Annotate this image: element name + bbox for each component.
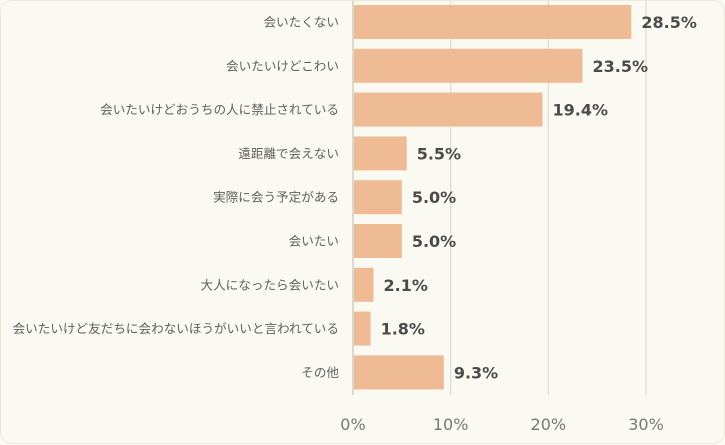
category-label: 会いたい: [289, 234, 339, 249]
value-label: 5.0%: [412, 188, 456, 207]
bar: [354, 48, 583, 83]
category-label: 大人になったら会いたい: [200, 277, 339, 292]
bar: [354, 355, 444, 390]
category-label: その他: [301, 365, 339, 380]
x-tick-label: 10%: [433, 415, 469, 434]
bar: [354, 92, 543, 127]
category-label: 会いたいけどおうちの人に禁止されている: [100, 102, 339, 117]
value-label: 23.5%: [593, 57, 649, 76]
category-label: 遠距離で会えない: [238, 146, 339, 161]
category-label: 会いたくない: [263, 15, 339, 30]
x-tick-label: 0%: [340, 415, 365, 434]
category-label: 会いたいけどこわい: [226, 58, 339, 73]
bar: [354, 180, 402, 215]
value-label: 5.5%: [417, 144, 461, 163]
bar: [354, 311, 371, 346]
value-label: 19.4%: [552, 101, 608, 120]
value-label: 2.1%: [384, 276, 428, 295]
value-label: 9.3%: [454, 363, 498, 382]
bar: [354, 267, 374, 302]
value-label: 5.0%: [412, 232, 456, 251]
value-label: 1.8%: [381, 320, 425, 339]
bar: [354, 136, 407, 171]
value-label: 28.5%: [641, 13, 697, 32]
x-tick-label: 20%: [531, 415, 567, 434]
bar: [354, 224, 402, 258]
bar: [354, 5, 632, 39]
category-label: 会いたいけど友だちに会わないほうがいいと言われている: [13, 321, 339, 336]
category-label: 実際に会う予定がある: [213, 190, 339, 205]
x-tick-label: 30%: [628, 415, 664, 434]
